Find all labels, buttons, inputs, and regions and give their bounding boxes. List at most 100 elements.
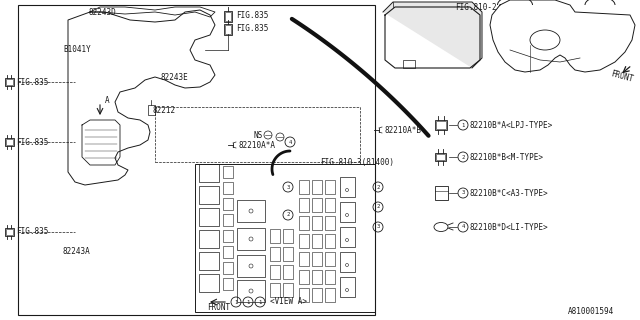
Bar [299, 180, 309, 194]
Bar [283, 283, 293, 297]
Text: 3: 3 [376, 225, 380, 229]
Bar [312, 252, 322, 266]
Text: 82243A: 82243A [62, 247, 90, 257]
Text: B1041Y: B1041Y [63, 44, 91, 53]
Bar [312, 198, 322, 212]
Bar [223, 198, 233, 210]
Bar [6, 79, 13, 85]
Text: FIG.810-2: FIG.810-2 [455, 3, 497, 12]
Text: FRONT: FRONT [207, 302, 230, 311]
Bar [283, 265, 293, 279]
Bar [18, 5, 375, 315]
Bar [299, 270, 309, 284]
Bar [325, 252, 335, 266]
Bar [6, 139, 13, 145]
Text: 82210B*D<LI-TYPE>: 82210B*D<LI-TYPE> [469, 222, 548, 231]
Text: 2: 2 [461, 155, 465, 159]
Text: FIG.835: FIG.835 [236, 11, 268, 20]
Bar [237, 228, 265, 250]
Bar [283, 247, 293, 261]
Bar [435, 153, 446, 161]
Bar [4, 78, 13, 86]
Bar [270, 283, 280, 297]
Bar [224, 23, 232, 35]
Bar [225, 25, 231, 34]
Text: 1: 1 [461, 123, 465, 127]
Text: 82243D: 82243D [88, 7, 116, 17]
Bar [270, 265, 280, 279]
Bar [6, 229, 13, 235]
Bar [224, 11, 232, 21]
Text: 82210B*C<A3-TYPE>: 82210B*C<A3-TYPE> [469, 188, 548, 197]
Bar [435, 120, 447, 130]
Bar [299, 288, 309, 302]
Bar [199, 274, 219, 292]
Bar [312, 180, 322, 194]
Bar [223, 230, 233, 242]
Bar [340, 202, 355, 222]
Bar [270, 247, 280, 261]
Text: 82210B*A<LPJ-TYPE>: 82210B*A<LPJ-TYPE> [469, 121, 552, 130]
Bar [325, 270, 335, 284]
Text: 82243E: 82243E [160, 73, 188, 82]
Bar [199, 186, 219, 204]
Text: 1: 1 [259, 300, 262, 305]
Bar [4, 138, 13, 146]
Bar [435, 186, 448, 200]
Bar [223, 246, 233, 258]
Bar [223, 262, 233, 274]
Bar [223, 166, 233, 178]
Text: <VIEW A>: <VIEW A> [270, 298, 307, 307]
Text: 2: 2 [376, 185, 380, 189]
Bar [283, 229, 293, 243]
Bar [325, 288, 335, 302]
Bar [299, 252, 309, 266]
Text: 2: 2 [286, 212, 290, 218]
Bar [199, 208, 219, 226]
Text: 3: 3 [461, 190, 465, 196]
Text: 1: 1 [234, 300, 237, 305]
Bar [148, 105, 155, 115]
Bar [403, 60, 415, 68]
Bar [340, 227, 355, 247]
Text: 3: 3 [286, 185, 290, 189]
Text: 82212: 82212 [152, 106, 175, 115]
Bar [237, 255, 265, 277]
Text: 82210A*A: 82210A*A [238, 140, 275, 149]
Bar [312, 270, 322, 284]
Text: A: A [105, 95, 109, 105]
Bar [237, 280, 265, 302]
Text: FIG.835: FIG.835 [16, 77, 49, 86]
Bar [340, 177, 355, 197]
Bar [223, 278, 233, 290]
Bar [237, 200, 265, 222]
Bar [199, 252, 219, 270]
Text: 82210B*B<M-TYPE>: 82210B*B<M-TYPE> [469, 153, 543, 162]
Bar [340, 277, 355, 297]
Text: FIG.835: FIG.835 [16, 138, 49, 147]
Text: FRONT: FRONT [610, 70, 635, 84]
Text: FIG.835: FIG.835 [236, 23, 268, 33]
Bar [325, 234, 335, 248]
Bar [223, 182, 233, 194]
Text: NS: NS [253, 131, 262, 140]
Bar [199, 164, 219, 182]
Bar [325, 180, 335, 194]
Bar [299, 234, 309, 248]
Bar [270, 229, 280, 243]
Bar [155, 107, 360, 162]
Text: 82210A*B: 82210A*B [384, 125, 421, 134]
Bar [299, 216, 309, 230]
Bar [195, 164, 375, 312]
Text: 4: 4 [289, 140, 292, 145]
Bar [312, 216, 322, 230]
Text: FIG.835: FIG.835 [16, 228, 49, 236]
Bar [4, 228, 13, 236]
Bar [225, 12, 231, 20]
Bar [312, 288, 322, 302]
Bar [340, 252, 355, 272]
Bar [436, 121, 446, 129]
Bar [199, 230, 219, 248]
Bar [299, 198, 309, 212]
Bar [325, 198, 335, 212]
